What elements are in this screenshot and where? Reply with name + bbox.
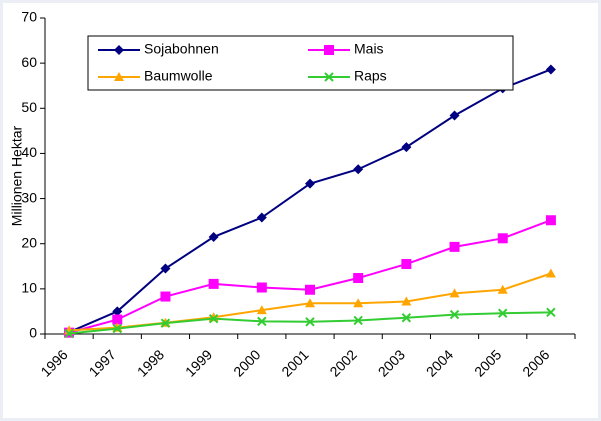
marker [324,45,334,55]
marker [449,110,460,121]
y-tick-label: 50 [21,99,37,115]
marker [114,45,124,55]
y-axis-label: Millionen Hektar [9,125,25,226]
marker [305,178,315,189]
legend-box [87,35,514,91]
marker [160,318,171,328]
marker [256,282,267,293]
marker [353,273,364,284]
marker [401,259,412,270]
y-tick-label: 20 [21,234,37,250]
legend-label: Sojabohnen [144,41,219,57]
marker [498,308,508,318]
marker [112,323,122,334]
marker [305,317,315,327]
marker [449,309,460,320]
marker [256,305,267,315]
y-tick-label: 60 [21,54,37,70]
y-tick-label: 30 [21,189,37,205]
marker [353,315,363,326]
marker [64,328,74,339]
y-tick-label: 70 [21,9,37,25]
marker [208,278,219,289]
y-tick-label: 0 [29,325,37,341]
marker [256,212,267,223]
marker [545,215,556,226]
marker [353,164,364,175]
marker [208,313,219,324]
marker [401,142,412,153]
y-tick-label: 40 [21,144,37,160]
legend-label: Mais [354,41,384,57]
marker [305,298,315,308]
marker [114,72,124,81]
marker [112,306,123,317]
marker [449,288,460,298]
marker [353,298,364,308]
marker [257,316,267,327]
marker [449,241,460,252]
marker [497,284,508,294]
marker [546,307,556,318]
marker [112,314,123,325]
marker [305,284,315,295]
marker [401,296,412,306]
marker [401,313,412,323]
y-tick-label: 10 [21,280,37,296]
marker [324,72,334,82]
legend-label: Raps [354,68,387,84]
marker [208,231,219,242]
marker [545,268,556,278]
marker [160,291,171,302]
marker [545,64,556,75]
marker [497,233,508,244]
legend-label: Baumwolle [144,68,213,84]
marker [160,263,171,274]
